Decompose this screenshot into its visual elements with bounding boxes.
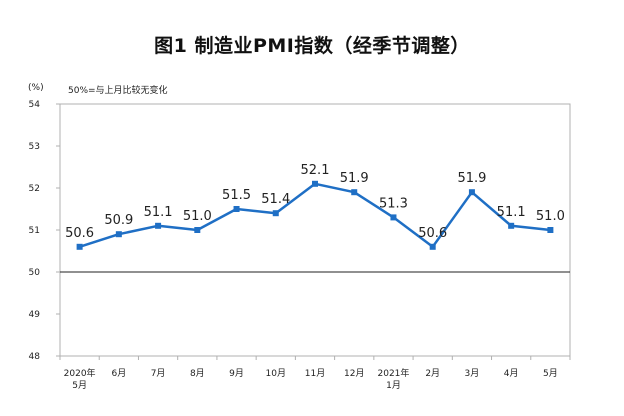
data-point-marker <box>351 189 358 196</box>
data-value-label: 51.9 <box>340 171 369 186</box>
y-tick-label: 48 <box>29 352 41 362</box>
x-tick-label: 2021年 1月 <box>378 367 410 391</box>
data-value-label: 50.9 <box>104 213 133 228</box>
data-labels: 50.6 50.9 51.1 51.0 51.5 51.4 52.1 51.9 51.3 50.6… <box>65 163 565 241</box>
data-value-label: 51.0 <box>183 209 212 224</box>
data-value-label: 50.6 <box>418 226 447 241</box>
x-tick-label: 7月 <box>151 368 166 379</box>
data-value-label: 51.9 <box>457 171 486 186</box>
x-tick-label: 11月 <box>305 368 325 379</box>
data-value-label: 50.6 <box>65 226 94 241</box>
y-tick-label: 53 <box>29 142 40 152</box>
x-tick-label: 6月 <box>111 368 126 379</box>
chart-title: 图1 制造业PMI指数（经季节调整） <box>154 35 470 57</box>
x-tick-label: 9月 <box>229 368 244 379</box>
y-axis: 54 53 52 51 50 49 48 <box>29 100 60 362</box>
x-tick-label: 5月 <box>543 368 558 379</box>
data-point-marker <box>508 222 515 229</box>
data-value-label: 51.3 <box>379 196 408 211</box>
data-point-marker <box>233 206 240 212</box>
data-point-marker <box>547 227 554 233</box>
y-tick-label: 50 <box>29 268 41 278</box>
data-point-marker <box>194 227 201 233</box>
data-value-label: 51.0 <box>536 209 565 224</box>
x-tick-label: 2月 <box>425 368 440 379</box>
data-value-label: 51.1 <box>144 205 173 220</box>
x-tick-label: 2020年 5月 <box>64 367 96 391</box>
data-point-marker <box>76 243 83 250</box>
data-value-label: 51.1 <box>497 205 526 220</box>
data-point-marker <box>115 231 122 238</box>
chart-note: 50%=与上月比较无变化 <box>68 86 168 96</box>
y-unit-label: (%) <box>28 83 44 93</box>
data-point-marker <box>468 189 475 196</box>
x-axis: 2020年 5月 6月 7月 8月 9月 10月 11月 12月 2021年 1月 2月 3月 4月 5月 <box>59 356 571 391</box>
x-tick-label: 4月 <box>504 368 519 379</box>
data-value-label: 51.5 <box>222 188 251 203</box>
x-tick-label: 12月 <box>344 368 364 379</box>
y-tick-label: 49 <box>29 310 41 320</box>
y-tick-label: 52 <box>29 184 40 194</box>
data-value-label: 52.1 <box>301 163 330 178</box>
y-tick-label: 51 <box>29 226 40 236</box>
data-point-marker <box>155 222 162 229</box>
series-markers <box>76 180 554 250</box>
data-point-marker <box>390 214 397 221</box>
data-point-marker <box>312 180 318 187</box>
x-tick-label: 10月 <box>266 368 286 379</box>
data-value-label: 51.4 <box>261 192 290 207</box>
x-tick-label: 8月 <box>190 368 205 379</box>
data-point-marker <box>272 210 279 217</box>
data-point-marker <box>429 243 436 250</box>
y-tick-label: 54 <box>29 100 41 110</box>
x-tick-label: 3月 <box>465 368 480 379</box>
